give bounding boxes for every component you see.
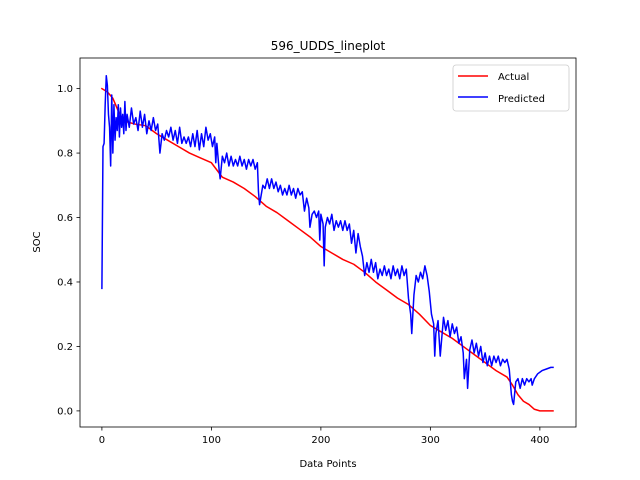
y-tick-label: 0.8 [57, 149, 73, 160]
series-layer [100, 74, 554, 412]
x-tick-label: 0 [99, 435, 105, 446]
chart-title: 596_UDDS_lineplot [271, 39, 386, 53]
legend-label-predicted: Predicted [498, 94, 545, 105]
y-axis-label: SOC [32, 231, 43, 252]
y-axis: 0.0 0.2 0.4 0.6 0.8 1.0 [57, 84, 80, 417]
legend-label-actual: Actual [498, 72, 529, 83]
x-tick-label: 400 [530, 435, 549, 446]
legend: Actual Predicted [452, 64, 570, 112]
y-tick-label: 0.4 [57, 277, 73, 288]
x-tick-label: 200 [311, 435, 330, 446]
x-axis: 0 100 200 300 400 [99, 427, 549, 446]
x-tick-label: 300 [421, 435, 440, 446]
x-tick-label: 100 [202, 435, 221, 446]
series-line-predicted [101, 74, 554, 406]
y-tick-label: 0.0 [57, 406, 73, 417]
y-tick-label: 0.2 [57, 342, 73, 353]
x-axis-label: Data Points [299, 459, 356, 470]
y-tick-label: 0.6 [57, 213, 73, 224]
y-tick-label: 1.0 [57, 84, 73, 95]
plot-frame [79, 57, 577, 428]
